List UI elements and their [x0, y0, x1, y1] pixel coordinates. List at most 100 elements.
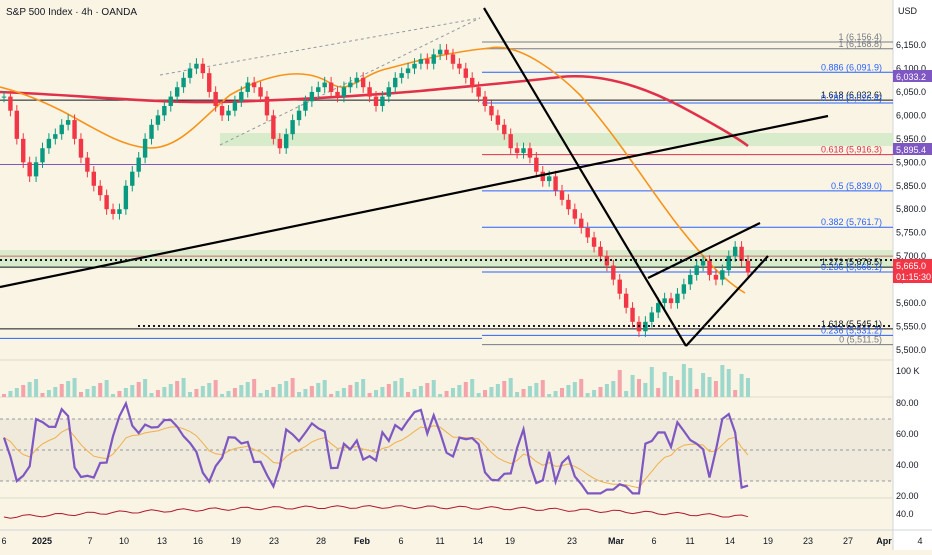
candle-body — [572, 209, 578, 219]
volume-bar — [726, 369, 731, 397]
candle-body — [681, 284, 687, 294]
candle-body — [136, 157, 141, 172]
ema-50-line — [0, 46, 746, 294]
candle-body — [534, 157, 539, 172]
chart-title: S&P 500 Index · 4h · OANDA — [6, 7, 137, 18]
volume-bar — [98, 383, 103, 397]
volume-bar — [579, 379, 584, 397]
candles — [1, 44, 751, 337]
volume-bar — [746, 378, 750, 397]
candle-body — [630, 307, 635, 322]
candle-body — [732, 246, 738, 257]
candle-body — [617, 279, 622, 294]
countdown-tag: 01:15:30 — [896, 272, 931, 282]
candle-body — [623, 293, 629, 308]
candle-body — [502, 124, 507, 135]
candle-body — [591, 237, 597, 247]
volume-bar — [649, 367, 654, 397]
candle-body — [8, 96, 13, 111]
candle-body — [187, 68, 193, 78]
volume-bar — [168, 384, 173, 397]
candle-body — [40, 148, 45, 163]
long-trendline[interactable] — [0, 114, 829, 289]
candle-body — [168, 96, 173, 106]
volume-bar — [418, 386, 423, 397]
candle-body — [33, 162, 39, 177]
currency-label: USD — [898, 6, 918, 16]
price-tick-label: 5,900.0 — [896, 157, 926, 167]
last-price-tag: 5,665.0 — [896, 261, 926, 271]
volume-bar — [393, 381, 398, 397]
price-tick-label: 5,700.0 — [896, 251, 926, 261]
volume-bar — [572, 382, 577, 397]
fib-label: 1.618 (5,545.1) — [821, 319, 882, 329]
volume-bar — [188, 392, 192, 397]
volume-bar — [290, 378, 295, 397]
volume-bar — [85, 389, 90, 397]
candle-body — [527, 148, 533, 158]
volume-bar — [675, 380, 680, 397]
volume-bar — [707, 377, 712, 397]
candle-body — [65, 120, 71, 125]
candle-body — [720, 270, 725, 280]
volume-bar — [232, 388, 237, 397]
fib-label: 0.5 (5,839.0) — [831, 181, 882, 191]
candle-body — [444, 49, 449, 55]
fib-label: 1 (6,168.8) — [838, 39, 882, 49]
price-tag-2: 5,895.4 — [896, 145, 926, 155]
time-tick-label: 19 — [763, 536, 773, 546]
candle-body — [181, 77, 186, 88]
volume-bar — [534, 383, 539, 397]
volume-bar — [111, 394, 116, 397]
volume-bar — [604, 384, 609, 397]
volume-bar — [316, 383, 321, 397]
downtrend-line[interactable] — [483, 7, 687, 347]
candle-body — [264, 96, 270, 116]
volume-bar — [252, 379, 257, 397]
time-tick-label: 23 — [567, 536, 577, 546]
volume-bar — [470, 379, 475, 397]
candle-body — [713, 274, 719, 280]
candle-body — [78, 138, 84, 158]
candle-body — [104, 195, 109, 210]
volume-bar — [59, 384, 64, 397]
wedge-lower-line[interactable] — [685, 255, 769, 347]
candle-body — [726, 256, 731, 271]
volume-bar — [662, 372, 667, 397]
fib-label: 0.236 (5,531.2) — [821, 325, 882, 335]
channel-upper — [159, 17, 481, 76]
fib-label: 0.618 (5,916.3) — [821, 145, 882, 155]
volume-bar — [117, 391, 122, 397]
candle-body — [277, 138, 282, 149]
volume-bar — [438, 394, 443, 397]
candle-body — [585, 228, 590, 238]
price-tick-label: 6,150.0 — [896, 40, 926, 50]
candle-body — [707, 260, 712, 275]
candle-body — [162, 106, 167, 116]
volume-bar — [309, 386, 314, 397]
volume-bar — [495, 384, 500, 397]
candle-body — [46, 138, 52, 149]
candle-body — [1, 96, 7, 98]
candle-body — [200, 63, 206, 74]
candle-body — [348, 82, 353, 88]
candle-body — [123, 185, 129, 210]
volume-bar — [406, 392, 411, 397]
price-tick-label: 6,000.0 — [896, 110, 926, 120]
volume-bar — [374, 390, 378, 397]
volume-bar — [27, 382, 32, 397]
time-tick-label: Mar — [608, 536, 625, 546]
candle-body — [328, 82, 334, 92]
candle-body — [463, 68, 468, 78]
volume-bar — [739, 374, 744, 397]
candle-body — [174, 87, 180, 97]
volume-bar — [149, 393, 154, 397]
volume-bar — [341, 388, 346, 397]
candle-body — [98, 185, 103, 196]
wedge-upper-line[interactable] — [647, 222, 761, 279]
candle-body — [470, 77, 475, 88]
candle-body — [251, 82, 257, 88]
volume-bar — [733, 390, 738, 397]
candle-body — [59, 124, 64, 135]
